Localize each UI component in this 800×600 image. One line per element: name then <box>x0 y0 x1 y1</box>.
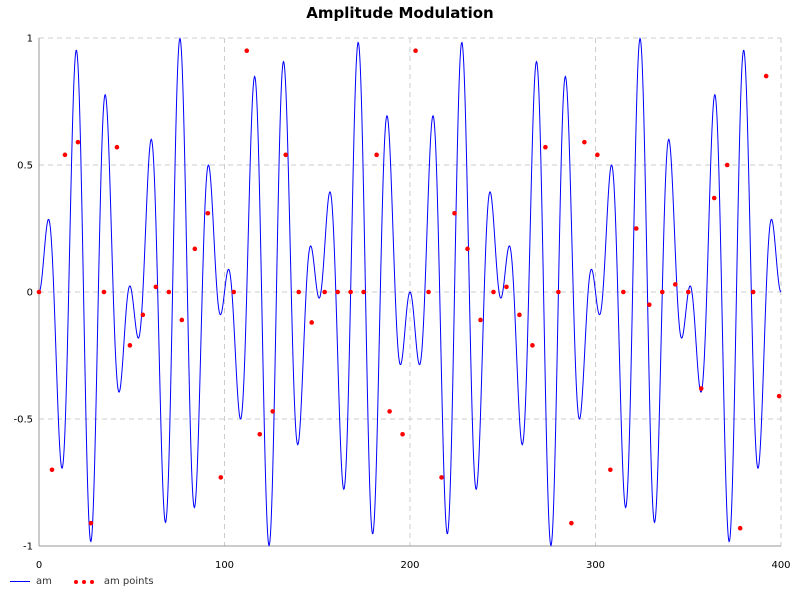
legend-item-am-points[interactable]: am points <box>73 576 154 587</box>
am-point <box>491 289 496 295</box>
am-point <box>750 289 756 295</box>
am-point <box>257 431 263 437</box>
am-point <box>322 289 327 295</box>
am-point <box>763 73 769 79</box>
am-point <box>413 48 418 53</box>
am-point <box>114 144 120 150</box>
am-point <box>218 475 224 480</box>
am-point <box>711 195 717 201</box>
am-point <box>621 289 626 295</box>
am-point <box>517 312 522 318</box>
am-point <box>140 312 146 318</box>
am-point <box>737 525 743 531</box>
tick-layer: 10.50-0.5-10 100 200 300 400 <box>13 34 790 572</box>
points-layer <box>36 48 782 531</box>
am-point <box>335 289 340 295</box>
am-point <box>49 467 55 473</box>
am-point <box>296 289 302 295</box>
am-point <box>101 289 107 295</box>
am-point <box>465 246 470 252</box>
series-layer <box>38 37 782 547</box>
x-tick-label: 100 <box>215 560 234 571</box>
am-point <box>309 320 314 325</box>
am-point <box>569 520 574 526</box>
am-point <box>724 162 730 168</box>
am-point <box>530 343 535 348</box>
am-point <box>348 289 353 295</box>
x-tick-label: 300 <box>586 560 605 571</box>
legend-label-am: am <box>36 576 52 587</box>
x-tick-label: 400 <box>771 560 790 571</box>
am-point <box>608 467 613 473</box>
am-point <box>634 226 639 231</box>
am-point <box>88 520 94 526</box>
legend-line-swatch <box>10 581 30 582</box>
y-tick-label: 1 <box>27 34 33 45</box>
am-point <box>595 152 600 158</box>
x-tick-label: 200 <box>400 560 419 571</box>
chart-title: Amplitude Modulation <box>306 4 494 22</box>
am-point <box>192 246 198 252</box>
am-point <box>387 409 392 414</box>
y-tick-label: 0.5 <box>17 161 33 172</box>
am-point <box>283 152 289 158</box>
am-point <box>672 282 678 287</box>
am-point <box>361 289 366 295</box>
am-point <box>452 210 457 216</box>
am-point <box>439 475 444 480</box>
am-point <box>270 409 276 414</box>
legend-item-am[interactable]: am <box>10 576 52 587</box>
am-point <box>659 289 665 295</box>
am-point <box>75 139 81 145</box>
am-point <box>698 386 704 391</box>
legend: am am points <box>10 576 176 587</box>
x-tick-label: 0 <box>36 560 42 571</box>
am-point <box>244 48 250 53</box>
am-point <box>543 144 548 150</box>
am-point <box>776 393 782 399</box>
am-point <box>127 343 133 348</box>
series-am-line <box>38 37 782 547</box>
am-point <box>685 289 691 295</box>
am-point <box>374 152 379 158</box>
am-point <box>400 431 405 437</box>
am-point <box>646 302 652 308</box>
am-point <box>582 139 587 145</box>
y-tick-label: 0 <box>27 288 33 299</box>
y-tick-label: -1 <box>23 542 33 553</box>
am-point <box>478 317 483 323</box>
am-point <box>36 289 42 295</box>
legend-dots-swatch <box>73 579 98 584</box>
am-point <box>426 289 431 295</box>
am-point <box>205 210 211 216</box>
y-tick-label: -0.5 <box>13 415 33 426</box>
am-point <box>153 284 159 290</box>
am-point <box>179 317 185 323</box>
am-point <box>504 284 509 290</box>
legend-label-am-points: am points <box>103 576 154 587</box>
am-point <box>166 289 172 295</box>
am-point <box>556 289 561 295</box>
am-point <box>231 289 237 295</box>
am-point <box>62 152 68 158</box>
